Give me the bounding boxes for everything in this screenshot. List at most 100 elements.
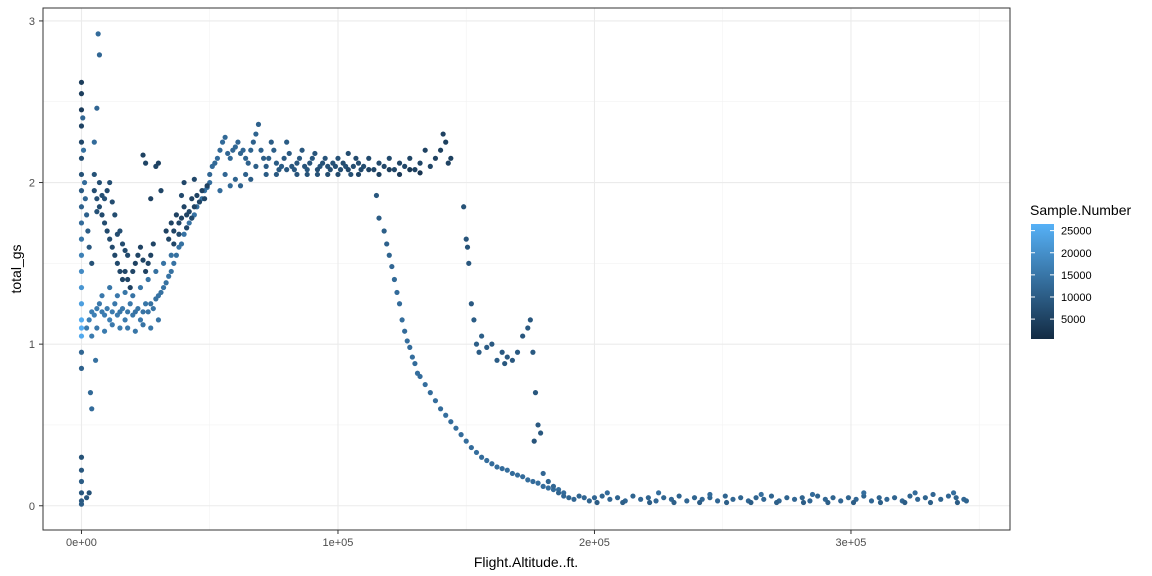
data-point-375 [676,493,682,499]
data-point-393 [815,493,821,499]
data-point-348 [530,349,536,355]
data-point-108 [145,276,151,283]
data-point-363 [586,498,592,504]
data-point-263 [253,163,259,169]
data-point-270 [325,171,331,178]
data-point-99 [140,322,146,328]
data-point-423 [825,499,831,506]
data-point-109 [153,268,159,275]
data-point-116 [101,220,108,226]
data-point-367 [614,495,621,501]
data-point-265 [273,171,280,178]
data-point-39 [96,52,103,58]
data-point-130 [137,244,144,250]
data-point-351 [538,430,544,436]
data-point-170 [199,188,205,194]
data-point-194 [243,155,249,161]
data-point-146 [119,241,126,247]
data-point-357 [555,490,562,496]
data-point-353 [464,244,471,250]
data-point-206 [273,160,280,166]
data-point-434 [861,490,867,496]
x-axis-title: Flight.Altitude..ft. [474,554,578,570]
data-point-142 [104,188,110,194]
data-point-184 [217,147,223,153]
data-point-219 [307,160,313,166]
data-point-147 [122,247,128,254]
data-point-317 [504,467,510,473]
data-point-94 [101,328,108,334]
data-point-151 [142,160,149,166]
data-point-275 [376,171,382,178]
data-point-365 [599,493,605,499]
data-point-63 [135,305,141,312]
data-point-199 [255,121,262,127]
data-point-26 [84,495,90,501]
data-point-93 [94,325,100,331]
data-point-54 [112,301,118,307]
data-point-303 [432,398,439,404]
data-point-35 [89,260,95,266]
data-point-104 [114,293,120,299]
data-point-405 [907,493,913,499]
data-point-427 [927,499,934,506]
data-point-297 [409,354,415,360]
data-point-268 [304,171,310,178]
data-point-243 [376,160,382,166]
data-point-140 [112,212,118,218]
data-point-100 [148,325,154,331]
data-point-65 [140,309,146,315]
data-point-120 [112,252,118,258]
data-point-381 [722,493,728,499]
legend-label-2: 15000 [1061,270,1092,282]
data-point-68 [148,301,154,307]
data-point-127 [130,268,136,275]
data-point-67 [145,309,151,315]
data-point-129 [135,252,141,258]
data-point-389 [784,495,790,501]
data-point-300 [417,373,423,380]
data-point-380 [714,498,721,504]
data-point-112 [91,188,97,194]
data-point-400 [868,498,875,504]
data-point-273 [355,171,362,178]
data-point-78 [173,252,179,258]
data-point-234 [345,150,351,157]
data-point-34 [86,244,92,250]
data-point-183 [214,155,221,161]
data-point-274 [366,167,372,173]
data-point-282 [248,176,254,182]
data-point-350 [535,422,541,428]
data-point-200 [258,147,264,153]
data-point-8 [78,204,85,210]
data-point-296 [407,344,413,350]
data-point-111 [168,252,174,258]
data-point-118 [107,236,113,242]
data-point-318 [509,470,515,477]
data-point-161 [176,220,182,226]
data-point-372 [653,498,659,504]
data-point-19 [78,365,85,371]
data-point-256 [440,131,446,137]
data-point-96 [117,325,123,331]
data-point-329 [461,204,467,210]
data-point-377 [691,495,698,501]
data-point-401 [876,495,882,501]
data-point-287 [384,241,390,247]
data-point-13 [78,284,85,291]
data-point-178 [184,225,190,231]
data-point-425 [877,499,884,506]
data-point-366 [607,496,613,502]
data-point-249 [407,155,413,161]
data-point-14 [78,301,85,307]
data-point-132 [142,268,149,275]
data-point-396 [838,498,844,504]
data-point-403 [891,495,898,501]
data-point-102 [99,293,105,299]
data-point-124 [122,268,128,275]
data-point-293 [399,317,405,323]
data-point-307 [453,425,459,431]
data-point-259 [448,155,454,161]
data-point-285 [376,215,382,221]
data-point-158 [168,220,174,226]
